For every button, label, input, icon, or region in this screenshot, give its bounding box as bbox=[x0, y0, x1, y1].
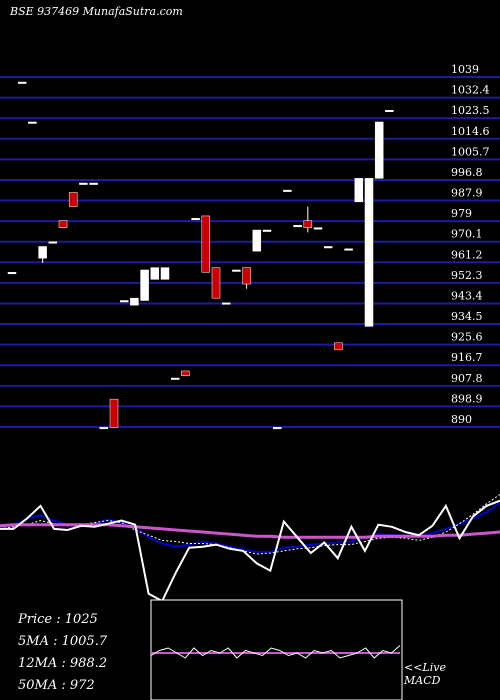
price-tick-label: 890 bbox=[451, 413, 472, 426]
candle-body bbox=[170, 377, 180, 380]
price-tick-label: 1014.6 bbox=[451, 125, 490, 138]
price-tick-label: 934.5 bbox=[451, 310, 483, 323]
candle-body bbox=[160, 267, 170, 280]
candle-body bbox=[68, 192, 78, 207]
price-grid bbox=[0, 76, 500, 428]
price-tick-label: 898.9 bbox=[451, 392, 483, 405]
price-tick-label: 907.8 bbox=[451, 372, 483, 385]
candle-body bbox=[99, 427, 109, 430]
macd-line bbox=[150, 645, 401, 659]
candle-body bbox=[201, 215, 211, 273]
candle-body bbox=[344, 248, 353, 251]
candle-body bbox=[364, 178, 374, 327]
price-stat: Price : 1025 bbox=[17, 612, 98, 627]
ma12-stat: 12MA : 988.2 bbox=[18, 656, 107, 671]
chart-title: BSE 937469 MunafaSutra.com bbox=[9, 5, 183, 18]
macd-live-label: <<Live bbox=[404, 661, 446, 674]
price-tick-label: 916.7 bbox=[451, 351, 483, 364]
ma50-stat: 50MA : 972 bbox=[18, 678, 95, 693]
candle-body bbox=[181, 370, 190, 376]
candle-body bbox=[334, 342, 343, 351]
price-tick-label: 925.6 bbox=[451, 331, 483, 344]
candle-body bbox=[262, 229, 272, 232]
candle-body bbox=[232, 269, 241, 272]
price-tick-label: 996.8 bbox=[451, 166, 483, 179]
candle-body bbox=[58, 220, 68, 228]
price-axis-labels: 1039 1032.4 1023.5 1014.6 1005.7 996.8 987.9 97… bbox=[451, 63, 490, 426]
price-tick-label: 1039 bbox=[451, 63, 479, 76]
candle-body bbox=[211, 267, 221, 299]
candle-body bbox=[38, 246, 47, 259]
price-tick-label: 961.2 bbox=[451, 248, 483, 261]
candle-body bbox=[48, 241, 58, 244]
price-tick-label: 979 bbox=[451, 207, 472, 220]
candle-body bbox=[130, 297, 139, 306]
candle-body bbox=[303, 220, 313, 228]
candle-body bbox=[252, 229, 262, 252]
candle-body bbox=[293, 225, 302, 228]
candle-body bbox=[17, 81, 27, 84]
candle-body bbox=[221, 302, 231, 305]
price-tick-label: 1005.7 bbox=[451, 145, 490, 158]
candle-body bbox=[191, 218, 200, 221]
ma5-stat: 5MA : 1005.7 bbox=[18, 634, 108, 649]
candle-body bbox=[79, 182, 88, 185]
candlesticks bbox=[7, 81, 394, 430]
candle-body bbox=[354, 178, 364, 203]
price-tick-label: 1032.4 bbox=[451, 84, 490, 97]
candle-body bbox=[242, 267, 251, 285]
candle-body bbox=[385, 109, 394, 112]
candle-body bbox=[109, 398, 119, 428]
macd-lines bbox=[150, 645, 401, 659]
indicator-line bbox=[0, 523, 500, 539]
candle-body bbox=[89, 182, 98, 185]
candle-body bbox=[323, 246, 333, 249]
candle-body bbox=[28, 121, 37, 124]
price-tick-label: 987.9 bbox=[451, 187, 483, 200]
candle-body bbox=[119, 300, 129, 303]
candle-body bbox=[150, 267, 160, 280]
candle-body bbox=[7, 272, 17, 275]
indicator-line bbox=[0, 499, 500, 603]
macd-label: MACD bbox=[403, 674, 441, 687]
candle-body bbox=[283, 189, 292, 192]
moving-average-lines bbox=[0, 493, 500, 603]
price-tick-label: 952.3 bbox=[451, 269, 483, 282]
candle-body bbox=[374, 121, 384, 179]
candle-body bbox=[272, 427, 282, 430]
price-tick-label: 970.1 bbox=[451, 228, 483, 241]
price-tick-label: 1023.5 bbox=[451, 104, 490, 117]
candle-body bbox=[313, 227, 323, 230]
price-tick-label: 943.4 bbox=[451, 289, 483, 302]
candle-body bbox=[140, 269, 149, 301]
